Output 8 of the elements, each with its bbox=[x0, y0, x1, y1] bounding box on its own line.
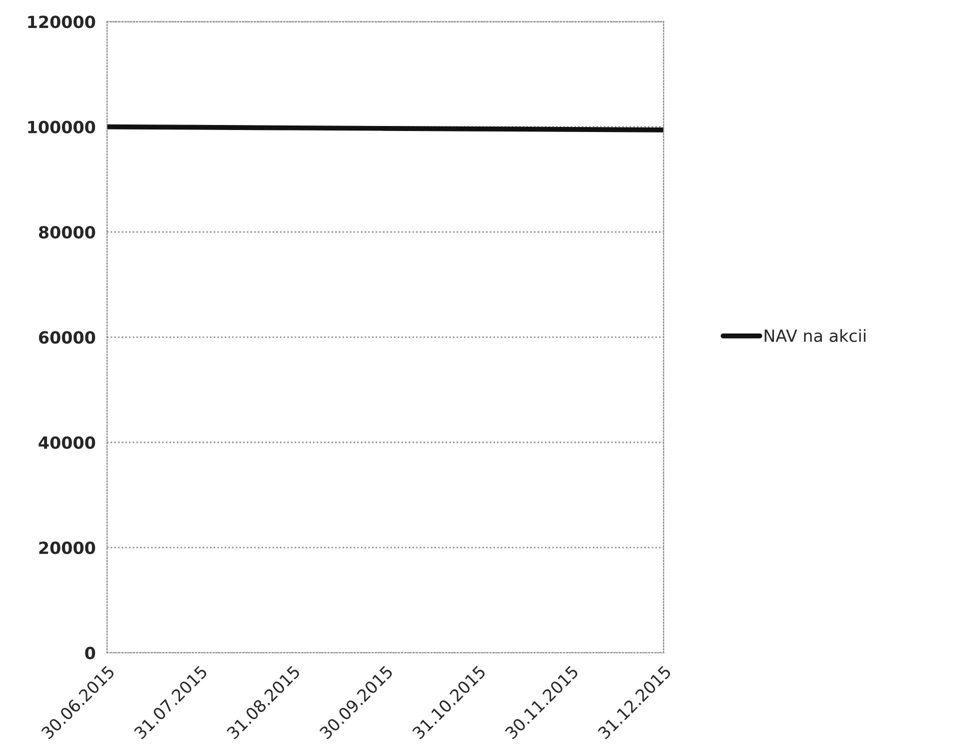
y-tick-label: 0 bbox=[85, 646, 96, 660]
legend-label: NAV na akcii bbox=[764, 329, 866, 342]
y-tick-label: 120000 bbox=[28, 16, 96, 28]
y-tick-label: 40000 bbox=[38, 436, 96, 449]
y-tick-label: 60000 bbox=[38, 331, 96, 344]
y-tick-label: 20000 bbox=[39, 542, 96, 554]
y-tick-label: 80000 bbox=[38, 226, 96, 239]
y-tick-label: 100000 bbox=[28, 120, 96, 134]
